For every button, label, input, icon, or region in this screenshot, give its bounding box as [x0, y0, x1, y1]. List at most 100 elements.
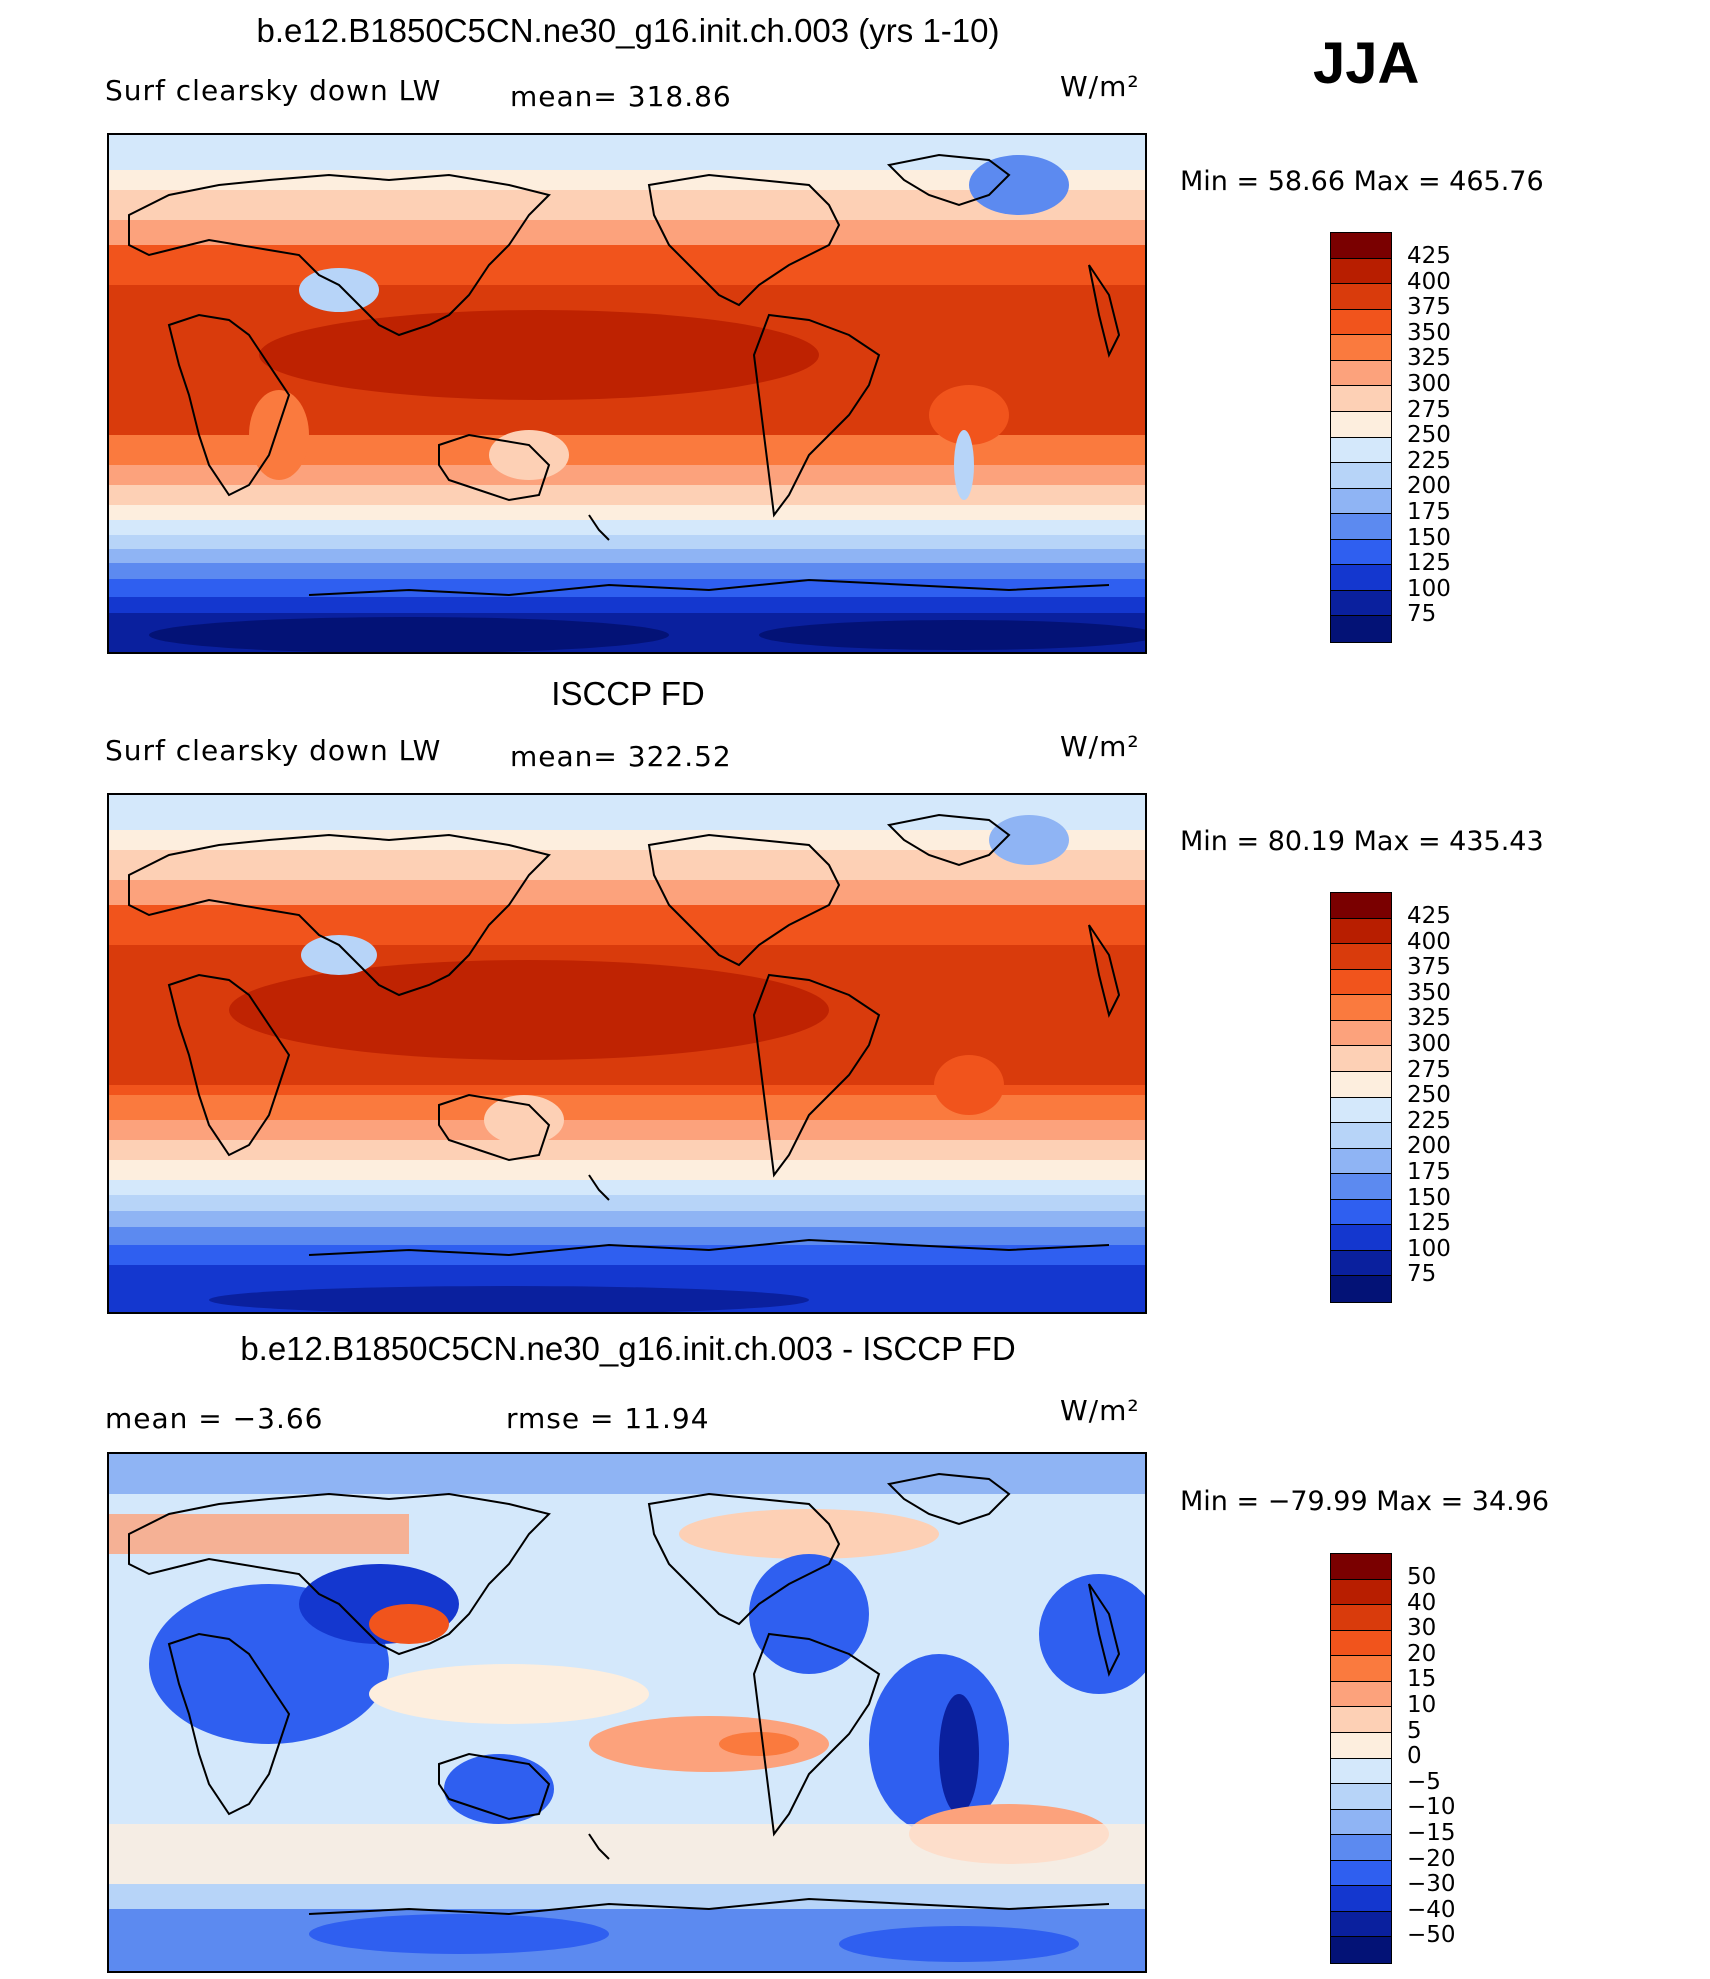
colorbar-swatch	[1331, 1605, 1391, 1631]
panel-3-map	[107, 1452, 1147, 1973]
colorbar-swatch	[1331, 1579, 1391, 1606]
colorbar-swatch	[1331, 1123, 1391, 1149]
colorbar-swatch	[1331, 386, 1391, 412]
panel-3-mean-label: mean = −3.66	[105, 1402, 324, 1435]
panel-2-title: ISCCP FD	[551, 675, 705, 712]
panel-1-variable-label: Surf clearsky down LW	[105, 74, 442, 107]
colorbar-tick-label: 275	[1407, 1056, 1451, 1083]
colorbar-swatch	[1331, 1199, 1391, 1226]
panel-3-units: W/m²	[1060, 1394, 1140, 1427]
colorbar-tick-label: 350	[1407, 979, 1451, 1006]
colorbar-tick-label: 425	[1407, 903, 1451, 929]
panel-1-title: b.e12.B1850C5CN.ne30_g16.init.ch.003 (yr…	[256, 12, 1000, 49]
colorbar-swatch	[1331, 284, 1391, 310]
colorbar-tick-label: 225	[1407, 447, 1451, 474]
colorbar-swatch	[1331, 565, 1391, 591]
colorbar-swatch	[1331, 514, 1391, 540]
colorbar-swatch	[1331, 1681, 1391, 1708]
colorbar-swatch	[1331, 360, 1391, 387]
colorbar-tick-label: 200	[1407, 473, 1451, 500]
panel-2-map-svg	[109, 795, 1145, 1312]
colorbar-swatch	[1331, 233, 1391, 259]
panel-1-map	[107, 133, 1147, 654]
panel-2-min-max: Min = 80.19 Max = 435.43	[1180, 826, 1544, 857]
panel-3-min-max: Min = −79.99 Max = 34.96	[1180, 1486, 1550, 1517]
colorbar-tick-label: −5	[1407, 1768, 1441, 1795]
colorbar-tick-label: 400	[1407, 268, 1451, 295]
colorbar-tick-label: 20	[1407, 1640, 1437, 1667]
colorbar-tick-label: 225	[1407, 1107, 1451, 1134]
colorbar-tick-label: 250	[1407, 1082, 1451, 1109]
colorbar-tick-label: −50	[1407, 1922, 1456, 1949]
panel-2-variable-label: Surf clearsky down LW	[105, 734, 442, 767]
colorbar-swatch	[1331, 1860, 1391, 1887]
colorbar-swatch	[1331, 1937, 1391, 1963]
colorbar-swatch	[1331, 1784, 1391, 1810]
panel-2-mean-label: mean= 322.52	[510, 740, 732, 773]
panel-2-units: W/m²	[1060, 730, 1140, 763]
colorbar-swatch	[1331, 1174, 1391, 1200]
colorbar-swatch	[1331, 1656, 1391, 1682]
colorbar-swatch	[1331, 1707, 1391, 1733]
colorbar-tick-label: 375	[1407, 294, 1451, 321]
colorbar-swatch	[1331, 1886, 1391, 1912]
colorbar-tick-label: 75	[1407, 601, 1437, 628]
colorbar-tick-label: 10	[1407, 1691, 1437, 1718]
colorbar-tick-label: 300	[1407, 370, 1451, 397]
panel-1-mean-label: mean= 318.86	[510, 80, 732, 113]
colorbar-tick-label: 275	[1407, 396, 1451, 423]
panel-3-colorbar-labels: 50 40 30 20 15 10 5 0 −5 −10 −15 −20 −30 −40 −50	[1407, 1564, 1456, 1949]
colorbar-tick-label: 300	[1407, 1030, 1451, 1057]
panel-1-min-max: Min = 58.66 Max = 465.76	[1180, 166, 1544, 197]
colorbar-swatch	[1331, 309, 1391, 336]
colorbar-tick-label: −20	[1407, 1845, 1456, 1872]
colorbar-tick-label: 125	[1407, 550, 1451, 577]
panel-1-map-svg	[109, 135, 1145, 652]
colorbar-tick-label: 375	[1407, 954, 1451, 981]
colorbar-tick-label: 15	[1407, 1666, 1437, 1693]
colorbar-tick-label: 125	[1407, 1210, 1451, 1237]
colorbar-swatch	[1331, 1046, 1391, 1072]
colorbar-tick-label: 250	[1407, 422, 1451, 449]
colorbar-tick-label: 30	[1407, 1615, 1437, 1642]
panel-2-colorbar	[1330, 892, 1392, 1303]
panel-2-map	[107, 793, 1147, 1314]
colorbar-tick-label: 325	[1407, 345, 1451, 372]
panel-3-map-svg	[109, 1454, 1145, 1971]
colorbar-swatch	[1331, 893, 1391, 919]
colorbar-swatch	[1331, 1020, 1391, 1047]
colorbar-swatch	[1331, 1097, 1391, 1124]
colorbar-tick-label: 150	[1407, 524, 1451, 551]
colorbar-tick-label: 40	[1407, 1589, 1437, 1616]
colorbar-tick-label: 50	[1407, 1564, 1437, 1590]
panel-1-colorbar	[1330, 232, 1392, 643]
colorbar-swatch	[1331, 539, 1391, 566]
colorbar-swatch	[1331, 1250, 1391, 1277]
colorbar-tick-label: 325	[1407, 1005, 1451, 1032]
colorbar-swatch	[1331, 1148, 1391, 1175]
colorbar-swatch	[1331, 488, 1391, 515]
colorbar-swatch	[1331, 1554, 1391, 1580]
colorbar-tick-label: 175	[1407, 1158, 1451, 1185]
colorbar-tick-label: 5	[1407, 1717, 1422, 1744]
colorbar-swatch	[1331, 1630, 1391, 1657]
panel-1-colorbar-labels: 425 400 375 350 325 300 275 250 225 200 175 150 125 1…	[1407, 243, 1451, 628]
colorbar-swatch	[1331, 1225, 1391, 1251]
colorbar-swatch	[1331, 616, 1391, 642]
panel-3-title: b.e12.B1850C5CN.ne30_g16.init.ch.003 - I…	[240, 1330, 1016, 1367]
colorbar-swatch	[1331, 463, 1391, 489]
colorbar-tick-label: −30	[1407, 1871, 1456, 1898]
colorbar-swatch	[1331, 995, 1391, 1021]
colorbar-tick-label: −40	[1407, 1896, 1456, 1923]
colorbar-swatch	[1331, 944, 1391, 970]
colorbar-swatch	[1331, 1809, 1391, 1836]
panel-1-coastlines	[128, 153, 1121, 597]
colorbar-tick-label: −15	[1407, 1819, 1456, 1846]
colorbar-tick-label: 400	[1407, 928, 1451, 955]
colorbar-tick-label: 350	[1407, 319, 1451, 346]
colorbar-tick-label: 100	[1407, 1235, 1451, 1262]
colorbar-tick-label: 425	[1407, 243, 1451, 269]
colorbar-tick-label: 200	[1407, 1133, 1451, 1160]
colorbar-swatch	[1331, 969, 1391, 996]
panel-3-coastlines	[128, 1472, 1121, 1916]
